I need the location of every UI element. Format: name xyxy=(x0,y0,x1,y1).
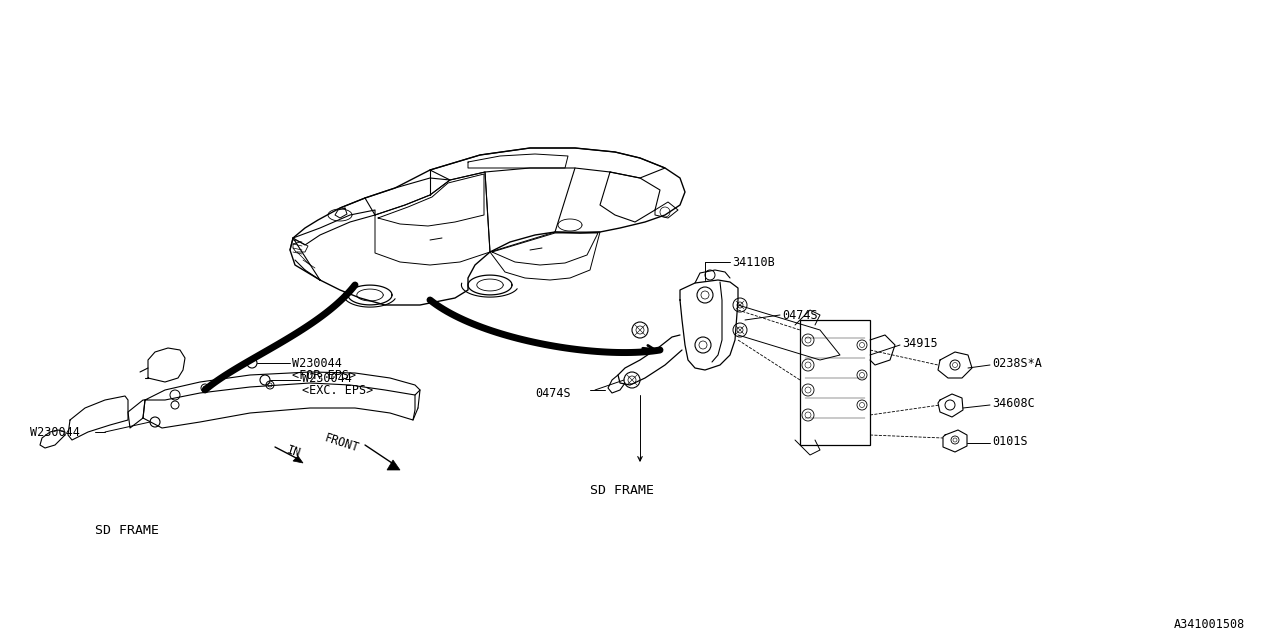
Text: W230044: W230044 xyxy=(29,426,79,438)
Text: 0101S: 0101S xyxy=(992,435,1028,447)
Text: FRONT: FRONT xyxy=(323,432,361,455)
Text: <EXC. EPS>: <EXC. EPS> xyxy=(302,383,374,397)
Polygon shape xyxy=(293,456,303,463)
Polygon shape xyxy=(387,460,401,470)
Text: 34110B: 34110B xyxy=(732,255,774,269)
Text: <FOR EPS>: <FOR EPS> xyxy=(292,369,356,381)
Text: 0474S: 0474S xyxy=(535,387,571,399)
Text: 0474S: 0474S xyxy=(782,308,818,321)
Text: 34915: 34915 xyxy=(902,337,938,349)
Text: SD FRAME: SD FRAME xyxy=(95,524,159,536)
Text: 34608C: 34608C xyxy=(992,397,1034,410)
Text: W230044: W230044 xyxy=(302,371,352,385)
Text: IN: IN xyxy=(285,444,302,461)
Text: A341001508: A341001508 xyxy=(1174,618,1245,632)
Text: W230044: W230044 xyxy=(292,356,342,369)
Text: 0238S*A: 0238S*A xyxy=(992,356,1042,369)
Polygon shape xyxy=(800,320,870,445)
Text: SD FRAME: SD FRAME xyxy=(590,483,654,497)
